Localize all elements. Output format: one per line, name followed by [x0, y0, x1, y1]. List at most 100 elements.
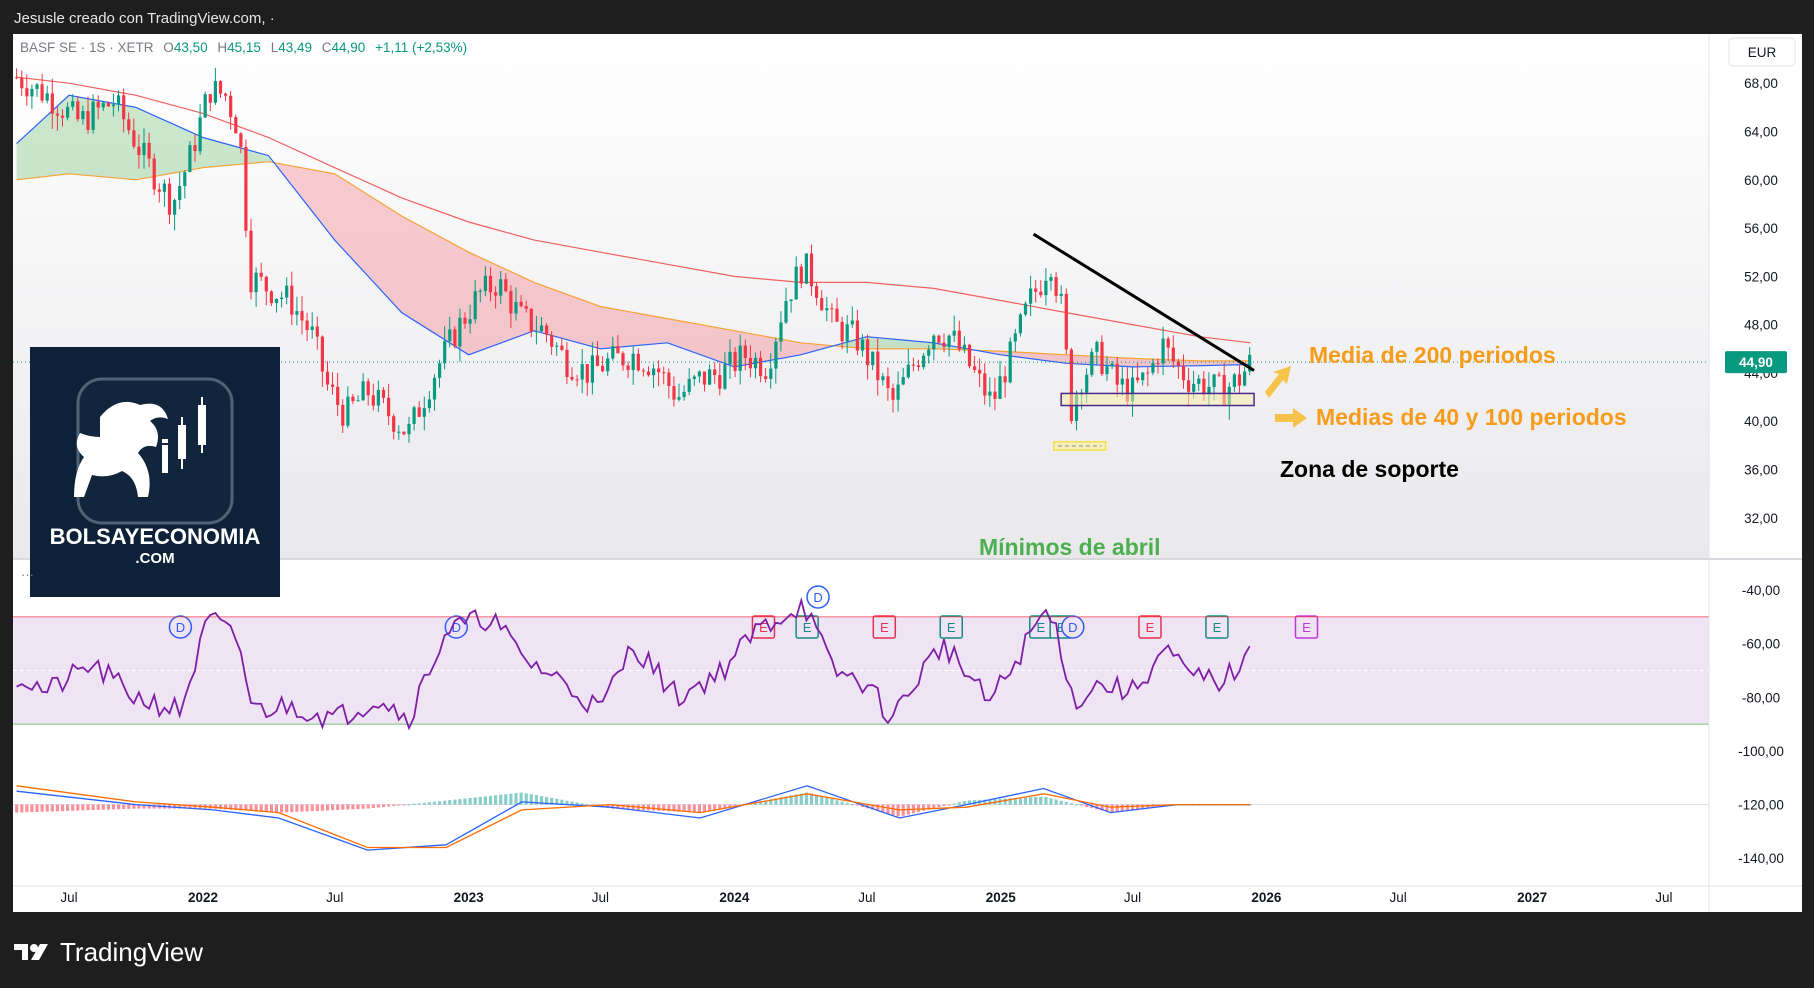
candle-body-139: [723, 364, 727, 389]
macd-hist-bar-78: [412, 803, 416, 805]
candle-body-140: [728, 351, 732, 365]
indicator-menu[interactable]: ···: [21, 567, 34, 582]
candle-body-157: [815, 286, 819, 298]
candle-body-4: [35, 84, 39, 89]
earnings-marker-12: [1294, 615, 1319, 639]
legend-o-label: O: [163, 40, 174, 55]
legend-change: +1,11 (+2,53%): [375, 40, 467, 55]
candle-body-3: [30, 89, 34, 97]
macd-hist-bar-19: [111, 804, 116, 810]
candle-body-174: [901, 377, 905, 385]
time-tick-1: 2022: [188, 890, 218, 905]
earnings-marker-label-12: E: [1302, 620, 1311, 635]
candle-body-57: [305, 320, 309, 330]
candle-body-187: [967, 344, 972, 367]
macd-hist-bar-64: [341, 804, 345, 810]
candle-body-124: [646, 371, 651, 376]
candle-body-217: [1120, 378, 1124, 385]
candle-body-241: [1243, 371, 1247, 386]
macd-hist-bar-131: [682, 804, 686, 812]
candle-body-212: [1095, 341, 1099, 352]
candle-body-225: [1161, 338, 1165, 364]
candle-body-162: [840, 321, 844, 342]
macd-hist-bar-75: [397, 804, 401, 806]
candle-body-177: [916, 365, 921, 367]
candle-body-65: [346, 396, 350, 426]
macd-hist-bar-200: [1034, 796, 1038, 805]
macd-hist-bar-96: [504, 794, 508, 805]
candle-body-169: [876, 351, 880, 381]
candle-body-134: [697, 371, 701, 377]
candle-body-206: [1064, 293, 1068, 350]
macd-hist-bar-103: [539, 796, 544, 805]
macd-hist-bar-111: [580, 803, 584, 805]
candle-body-72: [381, 389, 386, 398]
candle-body-184: [952, 330, 956, 336]
chart-svg[interactable]: Media de 200 periodos Medias de 40 y 100 …: [13, 34, 1802, 912]
candle-body-109: [570, 376, 574, 380]
tradingview-brand[interactable]: TradingView: [60, 936, 204, 967]
candle-body-34: [188, 145, 192, 172]
rsi-line: [16, 596, 1251, 731]
candle-body-108: [565, 349, 569, 377]
legend-h-label: H: [217, 40, 227, 55]
dividend-marker-label-4: D: [813, 590, 822, 605]
candle-body-216: [1115, 363, 1119, 385]
macd-hist-bar-47: [254, 804, 258, 812]
candle-body-144: [748, 357, 752, 369]
candle-body-146: [759, 357, 763, 377]
chart-panel[interactable]: Media de 200 periodos Medias de 40 y 100 …: [13, 34, 1802, 912]
earnings-marker-label-6: E: [947, 620, 956, 635]
currency-label[interactable]: EUR: [1748, 45, 1777, 60]
candle-body-24: [137, 146, 141, 156]
macd-hist-bar-52: [280, 804, 284, 813]
macd-hist-bar-98: [514, 793, 518, 805]
candle-body-103: [539, 325, 544, 332]
candle-body-210: [1085, 374, 1089, 393]
candle-body-207: [1069, 349, 1073, 421]
earnings-marker-3: [795, 615, 819, 639]
macd-hist-bar-119: [621, 804, 625, 810]
time-tick-12: Jul: [1655, 890, 1672, 905]
candle-body-155: [804, 253, 808, 284]
macd-hist-bar-183: [947, 804, 951, 806]
macd-hist-bar-182: [942, 804, 946, 806]
candle-body-196: [1013, 333, 1017, 342]
price-tick-8: 64,00: [1744, 125, 1778, 140]
currency-button[interactable]: EUR: [1728, 37, 1796, 67]
macd-hist-bar-110: [575, 802, 579, 805]
tradingview-logo-icon[interactable]: [14, 940, 50, 964]
macd-hist-bar-126: [657, 804, 661, 811]
candle-body-11: [71, 101, 75, 107]
candle-body-167: [866, 339, 870, 366]
macd-hist-bar-11: [71, 804, 75, 811]
macd-hist-bar-1: [20, 804, 24, 813]
bull-icon: [74, 397, 206, 497]
candle-body-69: [366, 381, 370, 396]
macd-hist-bar-15: [91, 804, 95, 811]
last-price-badge-label: 44,90: [1739, 355, 1773, 370]
candle-body-132: [687, 378, 691, 392]
candle-body-53: [285, 285, 289, 298]
macd-hist-bar-3: [30, 804, 34, 813]
macd-hist-bar-53: [285, 804, 289, 813]
macd-hist-bar-118: [616, 804, 620, 809]
macd-hist-bar-152: [789, 795, 793, 805]
candle-body-97: [509, 291, 513, 314]
candle-body-191: [988, 391, 992, 396]
candle-body-42: [229, 95, 233, 118]
candle-body-12: [76, 101, 80, 120]
price-tick-4: 48,00: [1744, 318, 1778, 333]
macd-hist-bar-18: [106, 804, 110, 810]
candle-body-83: [438, 363, 442, 378]
candle-body-71: [376, 389, 380, 406]
macd-hist-bar-100: [524, 793, 528, 805]
macd-hist-bar-204: [1054, 799, 1058, 805]
candle-body-106: [555, 345, 559, 347]
macd-hist-bar-50: [269, 804, 273, 813]
candle-body-99: [519, 301, 523, 307]
watermark-name: BOLSAYECONOMIA: [50, 524, 261, 549]
macd-hist-bar-181: [937, 804, 941, 808]
candle-body-141: [733, 351, 737, 371]
macd-hist-bar-34: [188, 804, 192, 809]
